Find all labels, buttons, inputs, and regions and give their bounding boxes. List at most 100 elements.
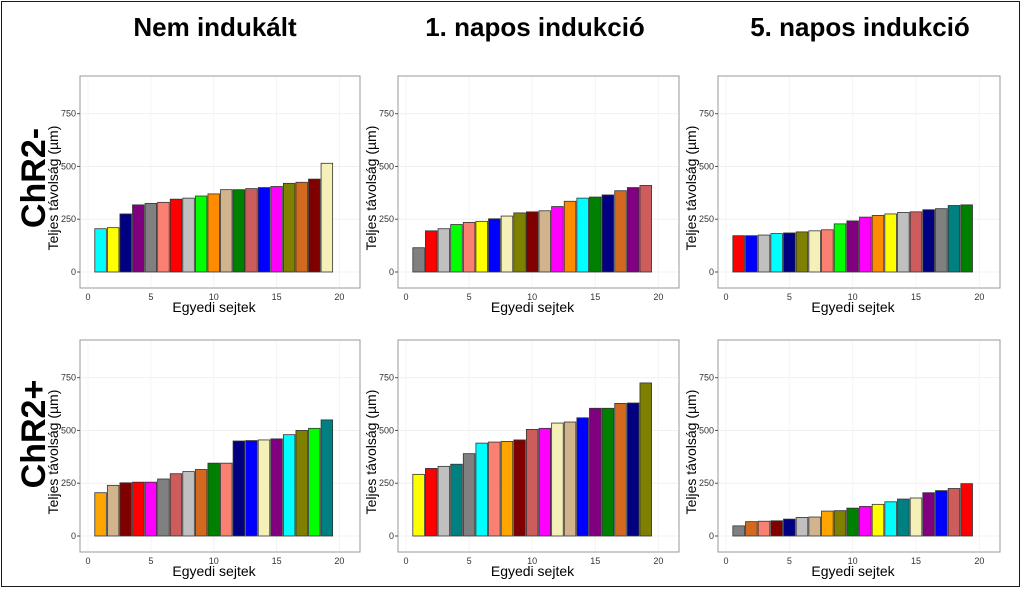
bar-cell-2 — [425, 468, 438, 537]
x-axis-label: Egyedi sejtek — [491, 563, 575, 579]
chart-panel-chr2-plus-1-napos: 0 250 500 750 0 5 10 15 20 Egyedi sejtek Teljes tá… — [363, 339, 680, 579]
bar-cell-9 — [194, 469, 208, 537]
y-tick-label: 0 — [709, 531, 714, 541]
x-tick-label: 5 — [148, 292, 153, 302]
column-title-nem-indukalt: Nem indukált — [133, 12, 297, 42]
bar-cell-11 — [220, 189, 233, 273]
x-tick-label: 5 — [467, 292, 472, 302]
bar-cell-3 — [119, 213, 132, 273]
bar-cell-13 — [884, 501, 897, 537]
y-tick-label: 250 — [379, 214, 394, 224]
bar-cell-10 — [207, 462, 220, 537]
bar-cell-9 — [513, 212, 526, 273]
chart-panel-chr2-plus-5-napos: 0 250 500 750 0 5 10 15 20 Egyedi sejtek Teljes tá… — [683, 339, 1001, 579]
bar-cell-1 — [412, 473, 425, 537]
bar-cell-4 — [450, 463, 463, 537]
column-title-5-napos: 5. napos indukció — [750, 12, 970, 42]
y-axis-label: Teljes távolság (µm) — [45, 126, 61, 251]
x-tick-label: 10 — [209, 292, 219, 302]
bar-cell-15 — [909, 497, 923, 537]
bar-cell-17 — [935, 490, 948, 537]
bar-cell-13 — [884, 213, 897, 273]
y-axis-label: Teljes távolság (µm) — [683, 390, 699, 515]
bar-cell-19 — [320, 162, 334, 273]
bar-cell-2 — [745, 235, 758, 273]
bar-cell-8 — [182, 197, 195, 273]
bar-cell-16 — [922, 209, 935, 273]
x-tick-label: 15 — [590, 556, 600, 566]
bar-cell-9 — [833, 510, 847, 537]
bar-cell-14 — [257, 439, 271, 537]
bar-cell-1 — [732, 525, 745, 537]
y-tick-label: 500 — [379, 425, 394, 435]
bar-cell-19 — [320, 419, 334, 537]
bar-cell-12 — [551, 422, 564, 537]
bar-cell-16 — [282, 182, 296, 273]
bar-cell-2 — [106, 227, 120, 273]
bar-cell-17 — [614, 403, 627, 537]
chart-panel-chr2-minus-nem-indukalt: 0 250 500 750 0 5 10 15 20 Egyedi sejtek Teljes tá… — [45, 75, 361, 315]
bar-cell-6 — [157, 478, 170, 537]
bar-cell-12 — [551, 206, 564, 273]
x-tick-label: 0 — [723, 292, 728, 302]
x-tick-label: 10 — [848, 556, 858, 566]
bar-cell-2 — [425, 230, 438, 273]
x-tick-label: 5 — [467, 556, 472, 566]
x-axis-label: Egyedi sejtek — [172, 299, 256, 315]
x-axis-label: Egyedi sejtek — [811, 563, 895, 579]
bar-cell-6 — [157, 201, 170, 273]
bar-cell-18 — [308, 427, 321, 537]
bar-cell-10 — [207, 193, 220, 273]
y-tick-label: 0 — [71, 531, 76, 541]
y-tick-label: 750 — [61, 373, 76, 383]
y-tick-label: 750 — [379, 109, 394, 119]
bar-cell-14 — [257, 187, 271, 273]
bar-cell-7 — [808, 516, 821, 537]
y-tick-label: 250 — [61, 214, 76, 224]
bar-cell-15 — [270, 438, 283, 537]
bar-cell-7 — [808, 230, 821, 273]
bar-cell-8 — [821, 510, 834, 537]
bar-cell-11 — [859, 506, 872, 537]
x-axis-label: Egyedi sejtek — [811, 299, 895, 315]
y-tick-label: 0 — [71, 267, 76, 277]
bar-cell-19 — [639, 382, 652, 537]
bar-cell-15 — [589, 407, 602, 537]
bar-cell-17 — [935, 208, 948, 273]
bar-cell-15 — [909, 211, 923, 273]
bar-cell-3 — [757, 234, 771, 273]
y-axis-label: Teljes távolság (µm) — [683, 126, 699, 251]
bar-cell-18 — [308, 178, 321, 273]
x-tick-label: 0 — [403, 556, 408, 566]
y-tick-label: 250 — [379, 478, 394, 488]
bar-cell-14 — [576, 417, 589, 537]
bar-cell-19 — [960, 483, 973, 537]
x-axis-label: Egyedi sejtek — [172, 563, 256, 579]
x-tick-label: 15 — [911, 556, 921, 566]
bar-cell-12 — [232, 440, 246, 537]
y-tick-label: 750 — [699, 373, 714, 383]
bar-cell-5 — [462, 453, 476, 537]
y-tick-label: 500 — [61, 161, 76, 171]
bar-cell-18 — [947, 205, 961, 273]
x-tick-label: 10 — [527, 292, 537, 302]
bar-cell-10 — [846, 220, 859, 273]
y-tick-label: 750 — [699, 109, 714, 119]
bar-cell-5 — [144, 481, 158, 537]
x-tick-label: 0 — [723, 556, 728, 566]
x-axis-label: Egyedi sejtek — [491, 299, 575, 315]
x-tick-label: 20 — [653, 292, 663, 302]
x-tick-label: 0 — [403, 292, 408, 302]
y-tick-label: 500 — [61, 425, 76, 435]
bar-cell-14 — [576, 197, 589, 273]
x-tick-label: 20 — [653, 556, 663, 566]
y-axis-label: Teljes távolság (µm) — [45, 390, 61, 515]
x-tick-label: 5 — [787, 292, 792, 302]
bar-cell-17 — [614, 190, 627, 273]
bar-cell-9 — [194, 195, 208, 273]
bar-cell-1 — [94, 228, 107, 273]
bar-cell-5 — [462, 221, 476, 273]
y-axis-label: Teljes távolság (µm) — [363, 126, 379, 251]
bar-cell-16 — [922, 492, 935, 537]
